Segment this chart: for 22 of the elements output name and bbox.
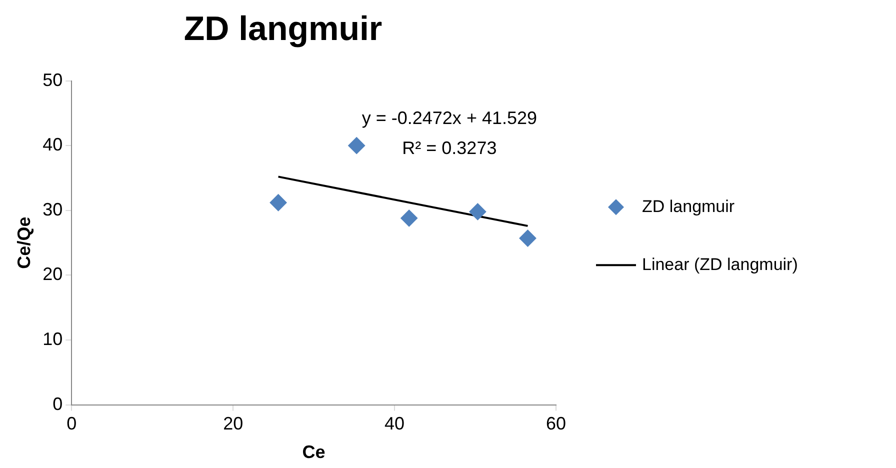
- y-axis-title: Ce/Qe: [14, 216, 34, 269]
- y-tick-label: 0: [52, 394, 63, 414]
- x-tick-label: 0: [66, 414, 77, 434]
- x-tick-label: 60: [546, 414, 566, 434]
- x-tick-label: 40: [384, 414, 405, 434]
- x-axis-title: Ce: [302, 442, 326, 462]
- y-tick-label: 10: [42, 328, 63, 349]
- annotation: R² = 0.3273: [402, 138, 497, 158]
- chart-title: ZD langmuir: [184, 10, 382, 48]
- y-tick-label: 20: [42, 264, 63, 284]
- point: [400, 210, 418, 227]
- x-tick-label: 20: [223, 414, 244, 434]
- point: [348, 137, 366, 154]
- legend-label: ZD langmuir: [642, 196, 735, 216]
- point: [519, 230, 536, 247]
- point: [469, 203, 486, 220]
- y-tick-label: 40: [42, 134, 63, 155]
- y-tick-label: 50: [42, 70, 63, 90]
- point: [270, 194, 287, 212]
- y-tick-label: 30: [42, 199, 63, 220]
- annotation: y = -0.2472x + 41.529: [362, 108, 538, 128]
- legend-label: Linear (ZD langmuir): [642, 254, 798, 274]
